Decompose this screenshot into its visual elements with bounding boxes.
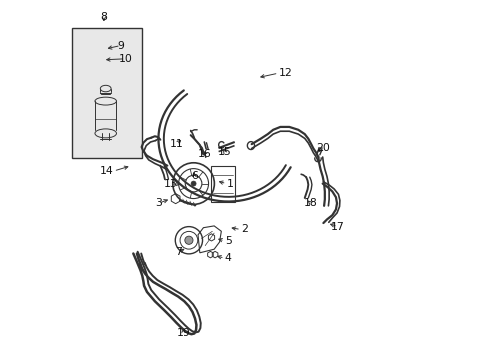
- Text: 8: 8: [100, 12, 107, 22]
- Text: 13: 13: [164, 179, 178, 189]
- Text: 12: 12: [278, 68, 292, 78]
- Text: 5: 5: [224, 236, 231, 246]
- Circle shape: [191, 181, 196, 186]
- Text: 3: 3: [155, 198, 162, 208]
- Bar: [72, 28, 142, 158]
- Bar: [211, 166, 234, 202]
- Text: 6: 6: [190, 171, 197, 181]
- Text: 2: 2: [241, 225, 247, 234]
- Text: 15: 15: [218, 147, 231, 157]
- Text: 4: 4: [224, 253, 231, 263]
- Text: 14: 14: [100, 166, 113, 176]
- Text: 11: 11: [169, 139, 183, 149]
- Text: 7: 7: [174, 247, 181, 257]
- Text: 16: 16: [198, 149, 211, 159]
- Text: 1: 1: [226, 179, 233, 189]
- Text: 19: 19: [176, 328, 190, 338]
- Circle shape: [184, 236, 193, 244]
- Text: 10: 10: [118, 54, 132, 64]
- Text: 18: 18: [304, 198, 317, 208]
- Text: 17: 17: [330, 222, 344, 231]
- Text: 9: 9: [117, 41, 124, 50]
- Text: 20: 20: [316, 143, 330, 153]
